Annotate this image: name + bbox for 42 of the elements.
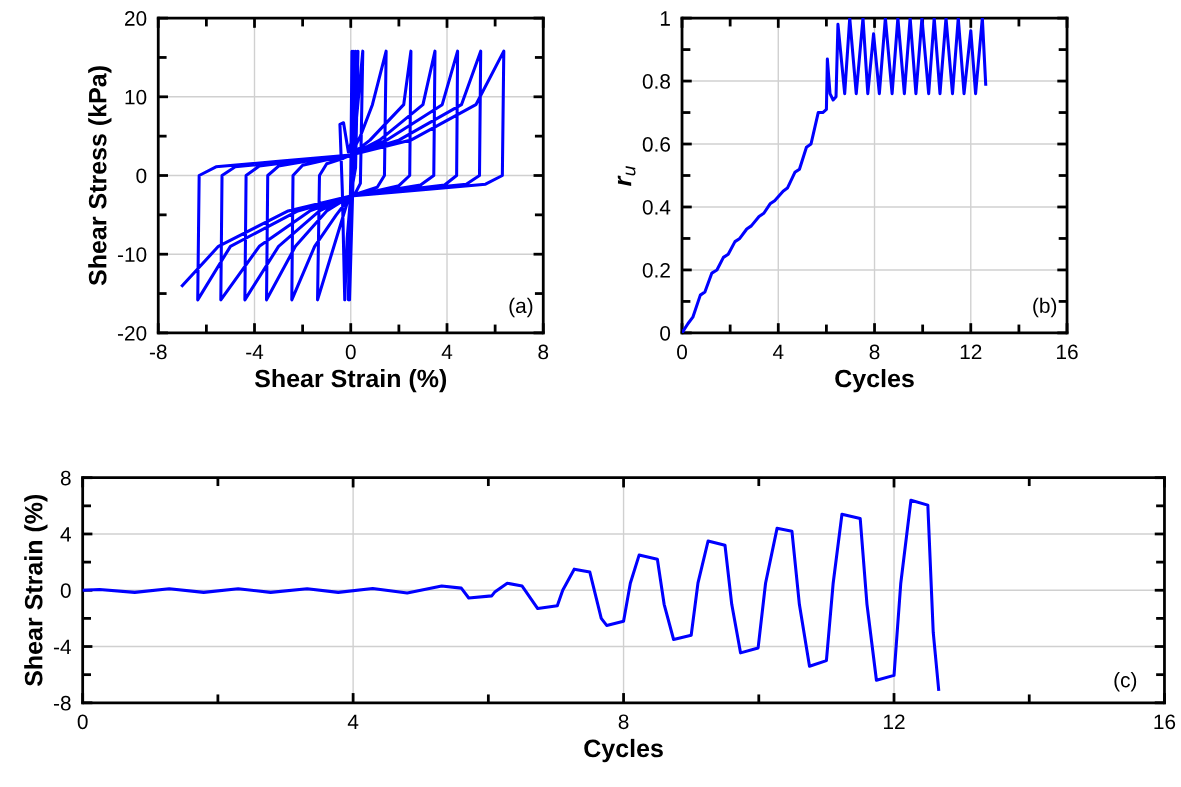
y-tick-label: -4 [53, 639, 71, 655]
x-tick-label: 16 [1057, 344, 1078, 360]
x-tick-label: 4 [441, 344, 453, 360]
y-tick-label: 0 [660, 325, 671, 341]
y-tick-label: 4 [60, 527, 71, 542]
annotation: (c) [1114, 672, 1137, 692]
line-series [82, 498, 941, 691]
x-axis-title: Cycles [584, 738, 663, 763]
y-tick-label: 8 [60, 470, 71, 486]
x-tick-label: 4 [347, 714, 359, 729]
line-series [180, 49, 506, 302]
x-tick-label: 0 [345, 344, 356, 360]
y-tick-label: 0 [60, 583, 71, 598]
annotation: (b) [1033, 297, 1057, 318]
y-tick-label: 0.4 [642, 199, 671, 215]
y-axis-title: Shear Stress (kPa) [88, 66, 112, 286]
y-tick-label: 0.2 [642, 262, 670, 278]
y-tick-label: 20 [125, 11, 147, 26]
y-tick-label: -10 [117, 247, 147, 262]
x-tick-label: 12 [960, 344, 982, 360]
y-tick-label: 1 [660, 11, 670, 26]
x-tick-label: 0 [677, 344, 688, 360]
x-tick-label: 12 [884, 714, 905, 729]
x-tick-label: 8 [869, 344, 880, 360]
y-axis-title: r$_{u}$ [617, 166, 636, 186]
x-tick-label: 8 [538, 344, 549, 360]
x-tick-label: -4 [246, 344, 264, 360]
x-tick-label: 0 [77, 714, 88, 730]
x-axis-title: Cycles [835, 368, 914, 393]
y-tick-label: 10 [125, 89, 147, 105]
y-tick-label: 0.8 [642, 74, 671, 89]
y-tick-label: -8 [53, 695, 71, 711]
x-tick-label: 16 [1154, 714, 1176, 730]
annotation: (a) [509, 297, 533, 318]
x-tick-label: 4 [772, 344, 784, 360]
y-tick-label: 0.6 [642, 137, 670, 152]
y-tick-label: -20 [117, 325, 147, 341]
y-axis-title: Shear Strain (%) [24, 494, 48, 687]
x-tick-label: 8 [618, 714, 629, 730]
x-axis-title: Shear Strain (%) [254, 368, 447, 393]
x-tick-label: -8 [149, 344, 167, 360]
y-tick-label: 0 [136, 168, 147, 184]
